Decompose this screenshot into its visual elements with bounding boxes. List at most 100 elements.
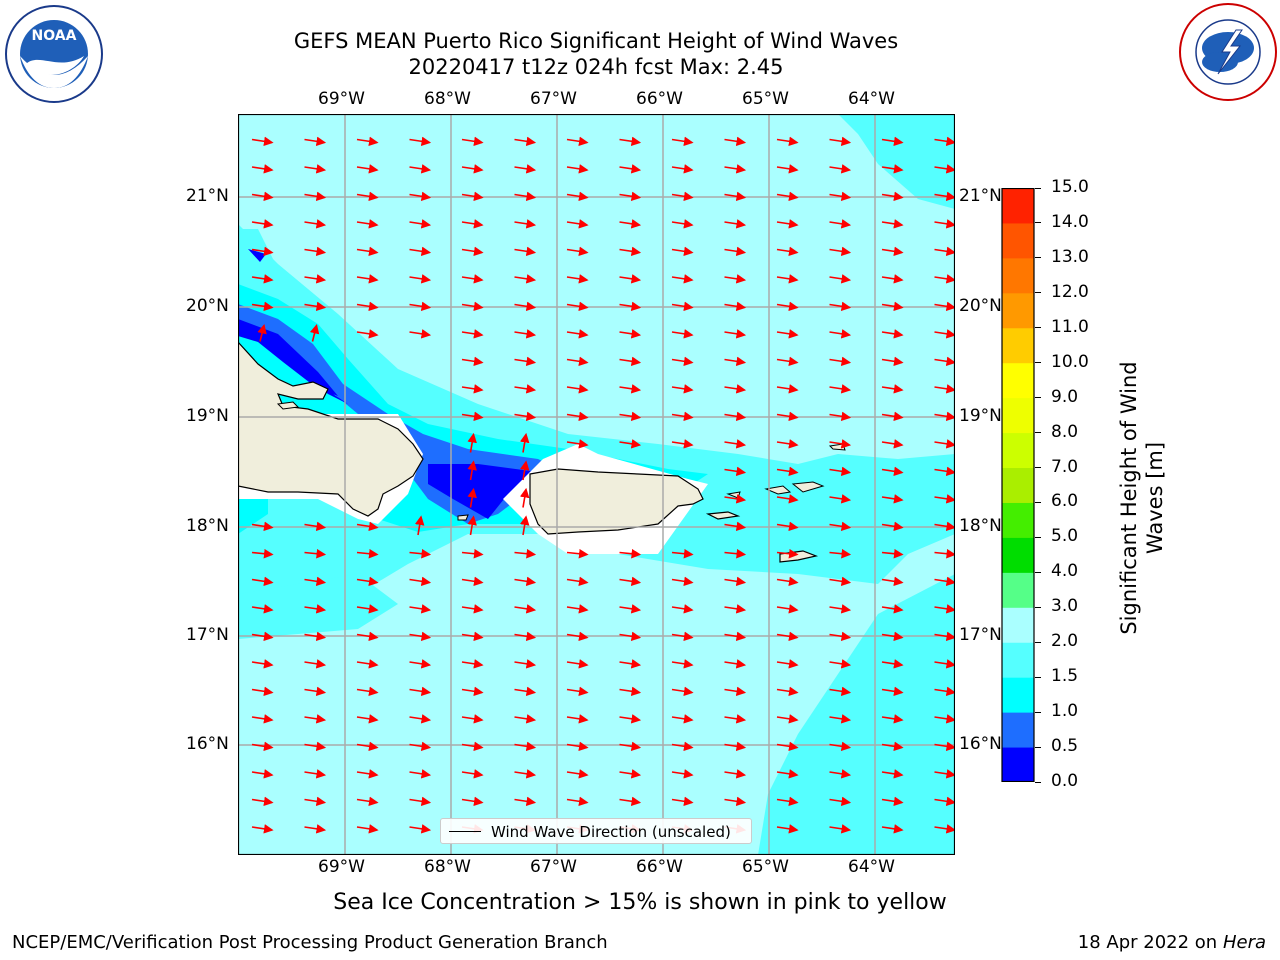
wave-band-northeast bbox=[838, 114, 955, 209]
wind-wave-arrow bbox=[724, 576, 747, 587]
wind-wave-arrow bbox=[934, 384, 955, 394]
wind-wave-arrow bbox=[934, 356, 955, 367]
wind-wave-arrow bbox=[514, 796, 537, 807]
lat-label-right: 20°N bbox=[959, 296, 1002, 316]
wind-wave-arrow bbox=[409, 631, 432, 642]
wind-wave-arrow bbox=[356, 164, 379, 174]
wind-wave-arrow bbox=[619, 136, 642, 147]
wind-wave-arrow bbox=[356, 301, 379, 312]
wind-wave-arrow bbox=[881, 411, 904, 422]
colorbar-tick-label: 0.0 bbox=[1051, 771, 1079, 791]
wind-wave-arrow bbox=[467, 460, 477, 481]
wind-wave-arrow bbox=[776, 384, 799, 394]
wind-wave-arrow bbox=[829, 411, 852, 422]
wind-wave-arrow bbox=[409, 796, 432, 807]
wind-wave-arrow bbox=[776, 301, 799, 312]
wind-wave-arrow bbox=[304, 741, 327, 752]
wave-band-3b bbox=[238, 319, 338, 396]
wind-wave-arrow bbox=[671, 301, 694, 312]
wind-wave-arrow bbox=[409, 274, 432, 284]
colorbar-segment bbox=[1002, 257, 1034, 294]
wind-wave-arrow bbox=[619, 769, 642, 779]
wind-wave-arrow bbox=[514, 164, 537, 174]
colorbar-tick bbox=[1035, 397, 1041, 399]
wind-wave-arrow bbox=[671, 659, 694, 669]
colorbar-tick-label: 4.0 bbox=[1051, 561, 1079, 582]
lon-label-top: 69°W bbox=[318, 89, 365, 109]
colorbar-tick-label: 8.0 bbox=[1051, 421, 1079, 442]
wind-wave-arrow bbox=[829, 604, 852, 614]
wind-wave-arrow bbox=[304, 659, 327, 669]
wind-wave-arrow bbox=[829, 439, 852, 449]
wind-wave-arrow bbox=[671, 604, 694, 614]
wind-wave-arrow bbox=[934, 494, 955, 504]
wind-wave-arrow bbox=[566, 604, 589, 614]
footer-date: 18 Apr 2022 on Hera bbox=[1078, 932, 1266, 953]
wind-wave-arrow bbox=[514, 714, 537, 724]
wind-wave-arrow bbox=[776, 164, 799, 174]
wind-wave-arrow bbox=[881, 576, 904, 587]
wind-wave-arrow bbox=[304, 604, 327, 614]
wind-wave-arrow bbox=[566, 741, 589, 752]
wind-wave-arrow bbox=[881, 769, 904, 779]
wind-wave-arrow bbox=[461, 246, 484, 257]
wind-wave-arrow bbox=[461, 796, 484, 807]
wind-wave-arrow bbox=[776, 356, 799, 367]
lon-label-bottom: 66°W bbox=[636, 857, 683, 877]
wind-wave-arrow bbox=[829, 384, 852, 394]
wind-wave-arrow bbox=[934, 521, 955, 532]
wind-wave-arrow bbox=[409, 136, 432, 147]
wind-wave-arrow bbox=[724, 548, 747, 559]
colorbar-tick-label: 7.0 bbox=[1051, 456, 1079, 477]
lat-label-right: 17°N bbox=[959, 625, 1002, 645]
wind-wave-arrow bbox=[356, 576, 379, 587]
wind-wave-arrow bbox=[304, 796, 327, 807]
wind-wave-arrow bbox=[409, 659, 432, 669]
wind-wave-arrow bbox=[724, 659, 747, 669]
wind-wave-arrow bbox=[461, 329, 484, 339]
wind-wave-arrow bbox=[934, 741, 955, 752]
wind-wave-arrow bbox=[934, 824, 955, 834]
land-small-south bbox=[276, 401, 300, 410]
wind-wave-arrow bbox=[671, 164, 694, 174]
wind-wave-arrow bbox=[829, 246, 852, 257]
wind-wave-arrow bbox=[724, 136, 747, 147]
wind-wave-arrow bbox=[934, 191, 955, 202]
wind-wave-arrow bbox=[881, 164, 904, 174]
wind-wave-arrow bbox=[566, 659, 589, 669]
wind-wave-arrow bbox=[671, 274, 694, 284]
wind-wave-arrow bbox=[566, 136, 589, 147]
wind-wave-arrow bbox=[356, 714, 379, 724]
wind-wave-arrow bbox=[619, 301, 642, 312]
wind-wave-arrow bbox=[514, 576, 537, 587]
footer-date-text: 18 Apr 2022 on bbox=[1077, 932, 1223, 953]
wind-wave-arrow bbox=[461, 631, 484, 642]
wind-wave-arrow bbox=[934, 329, 955, 339]
wind-wave-arrow bbox=[829, 274, 852, 284]
land-mona bbox=[457, 514, 469, 521]
wind-wave-arrow bbox=[514, 686, 537, 697]
wind-wave-arrow bbox=[514, 604, 537, 614]
wind-wave-arrow bbox=[724, 411, 747, 422]
lat-label-right: 16°N bbox=[959, 734, 1002, 754]
wind-wave-arrow bbox=[724, 686, 747, 697]
colorbar-segment bbox=[1002, 502, 1034, 538]
wind-wave-arrow bbox=[304, 191, 327, 202]
colorbar-tick bbox=[1035, 257, 1041, 259]
footer-host: Hera bbox=[1222, 932, 1266, 953]
wind-wave-arrow bbox=[881, 741, 904, 752]
wind-wave-arrow bbox=[409, 548, 432, 559]
wind-wave-arrow bbox=[671, 136, 694, 147]
colorbar-title-line1: Significant Height of Wind bbox=[1117, 361, 1141, 635]
wind-wave-arrow bbox=[461, 356, 484, 367]
lon-label-top: 67°W bbox=[530, 89, 577, 109]
wind-wave-arrow bbox=[251, 796, 274, 807]
wind-wave-arrow bbox=[776, 824, 799, 834]
wind-wave-arrow bbox=[776, 741, 799, 752]
wind-wave-arrow bbox=[356, 521, 379, 532]
wind-wave-arrow bbox=[461, 164, 484, 174]
wind-wave-arrow bbox=[881, 246, 904, 257]
wind-wave-arrow bbox=[409, 301, 432, 312]
colorbar-tick bbox=[1035, 467, 1041, 469]
chart-subtitle: 20220417 t12z 024h fcst Max: 2.45 bbox=[408, 55, 784, 79]
